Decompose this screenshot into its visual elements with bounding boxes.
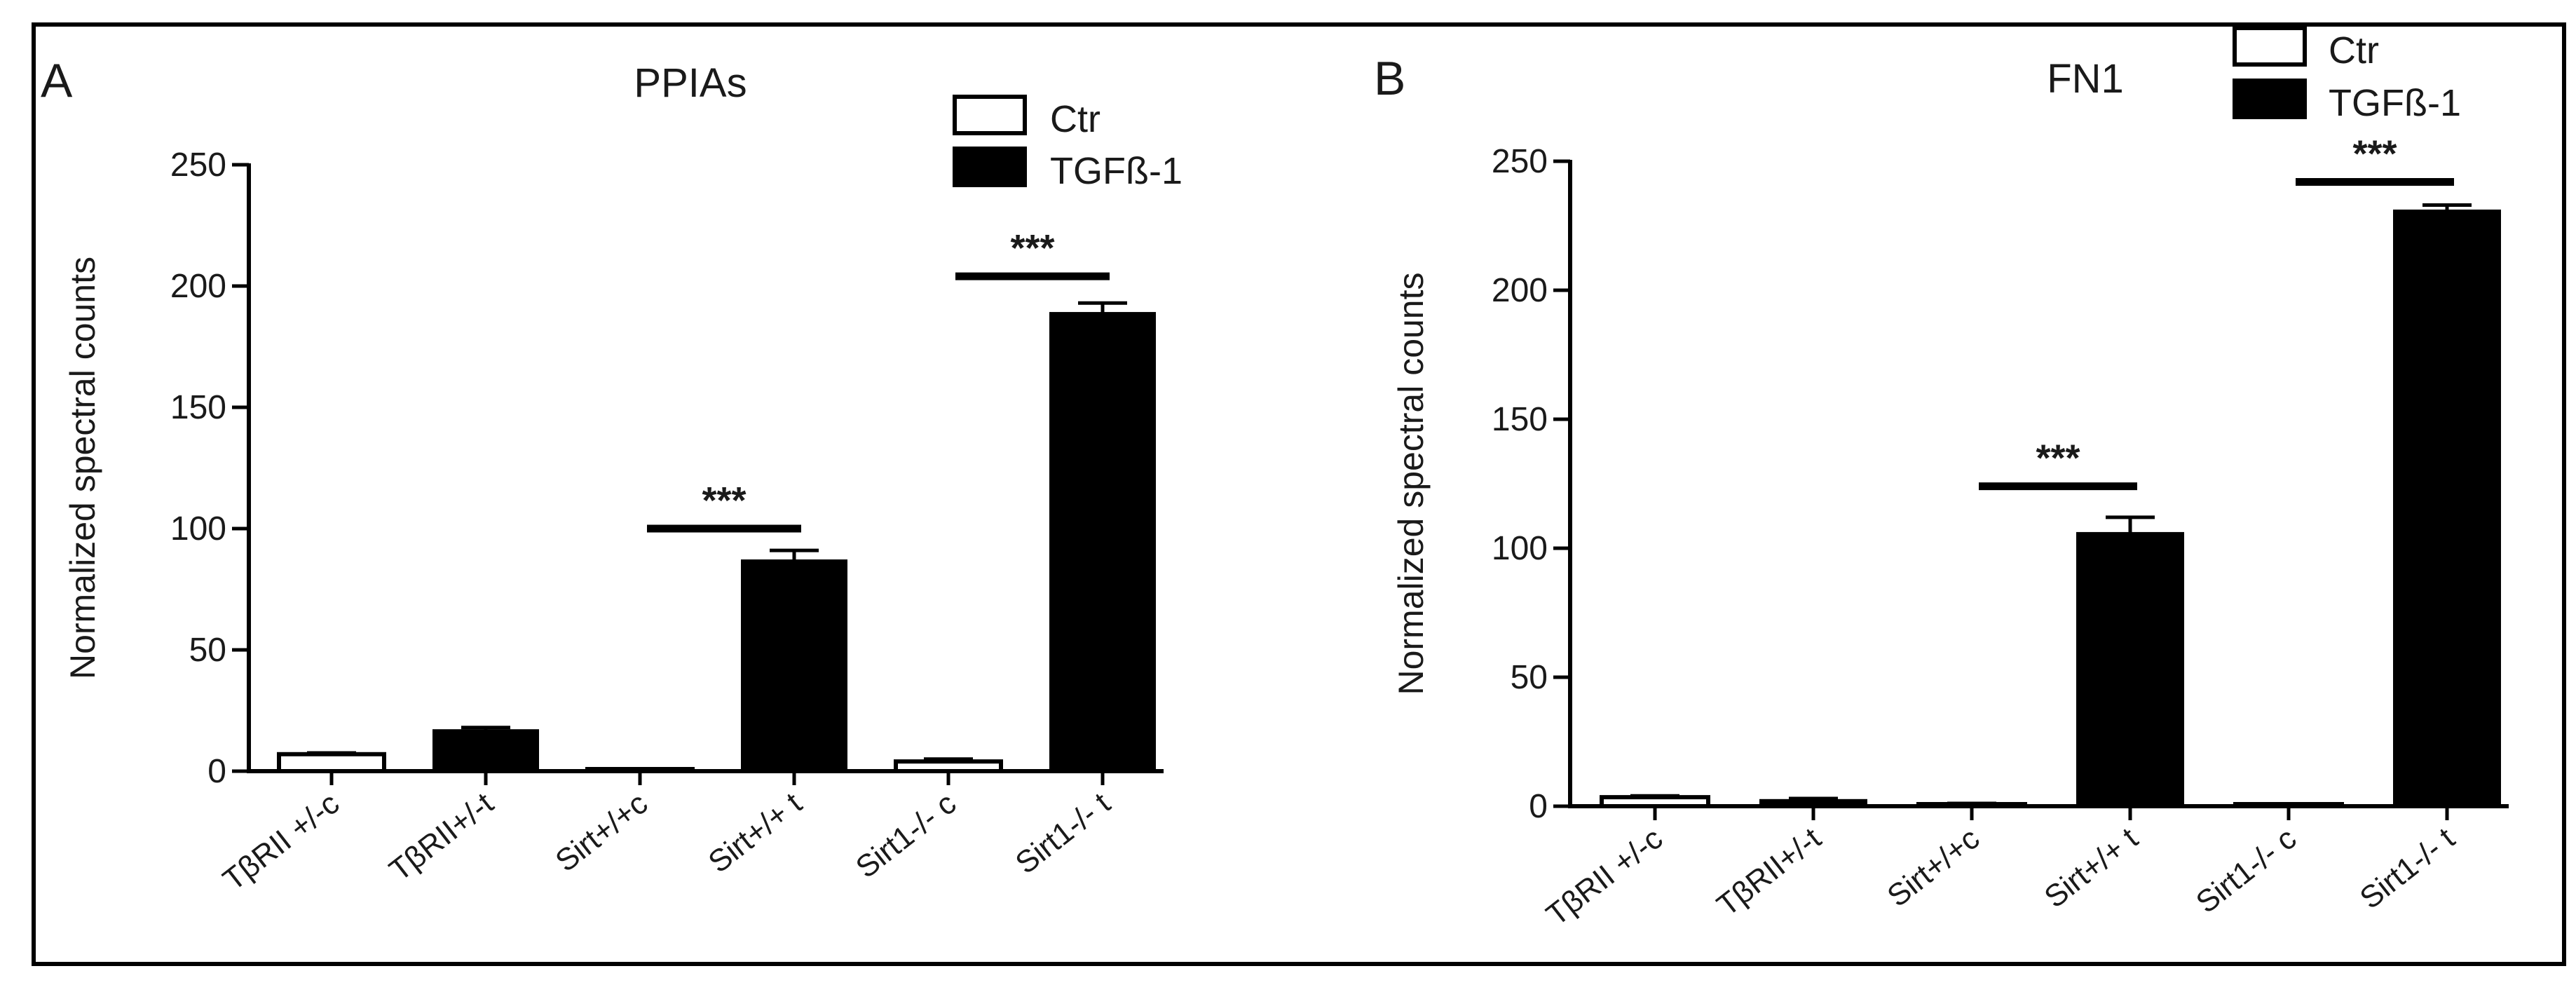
legend-swatch	[2233, 26, 2307, 67]
bar	[1049, 312, 1156, 772]
chart-title: FN1	[2047, 56, 2124, 102]
legend: Ctr TGFß-1	[2233, 26, 2461, 124]
legend-swatch	[953, 147, 1027, 187]
y-tick-label: 100	[1492, 530, 1548, 567]
figure-border	[32, 22, 2566, 966]
bar	[894, 759, 1003, 774]
legend-label: TGFß-1	[2329, 82, 2461, 124]
bar	[277, 752, 386, 774]
y-axis-label: Normalized spectral counts	[63, 257, 102, 679]
bar	[2233, 802, 2344, 808]
y-tick-label: 200	[1492, 272, 1548, 309]
bar	[2076, 531, 2184, 807]
bar	[741, 559, 847, 772]
bar	[585, 767, 695, 773]
y-tick-label: 150	[1492, 401, 1548, 438]
legend-label: Ctr	[1050, 98, 1100, 140]
legend-swatch	[2233, 79, 2307, 119]
y-tick-label: 50	[1511, 659, 1548, 696]
y-tick-label: 150	[170, 389, 226, 426]
legend-label: Ctr	[2329, 29, 2379, 72]
bar	[432, 729, 539, 773]
y-tick-label: 250	[170, 147, 226, 184]
significance-label: ***	[1010, 227, 1054, 269]
y-tick-label: 0	[1529, 788, 1548, 825]
chart-title: PPIAs	[634, 60, 747, 106]
panel-letter: A	[41, 54, 73, 107]
legend: Ctr TGFß-1	[953, 95, 1183, 192]
significance-label: ***	[2352, 133, 2397, 175]
y-tick-label: 50	[189, 632, 226, 669]
y-tick-label: 200	[170, 268, 226, 305]
y-tick-label: 100	[170, 510, 226, 548]
y-axis-label: Normalized spectral counts	[1391, 272, 1431, 695]
bar	[1600, 795, 1710, 808]
legend-label: TGFß-1	[1050, 150, 1183, 192]
significance-label: ***	[2036, 437, 2080, 480]
legend-swatch	[953, 95, 1027, 135]
panel-letter: B	[1374, 52, 1405, 105]
panel-b: B FN1 Normalized spectral counts 0 50 100 150 2…	[1374, 26, 2509, 932]
significance-label: ***	[702, 480, 746, 522]
bar	[2393, 209, 2501, 808]
y-tick-label: 0	[207, 753, 226, 790]
bar	[1759, 799, 1867, 808]
y-tick-label: 250	[1492, 143, 1548, 180]
bar	[1916, 802, 2027, 808]
